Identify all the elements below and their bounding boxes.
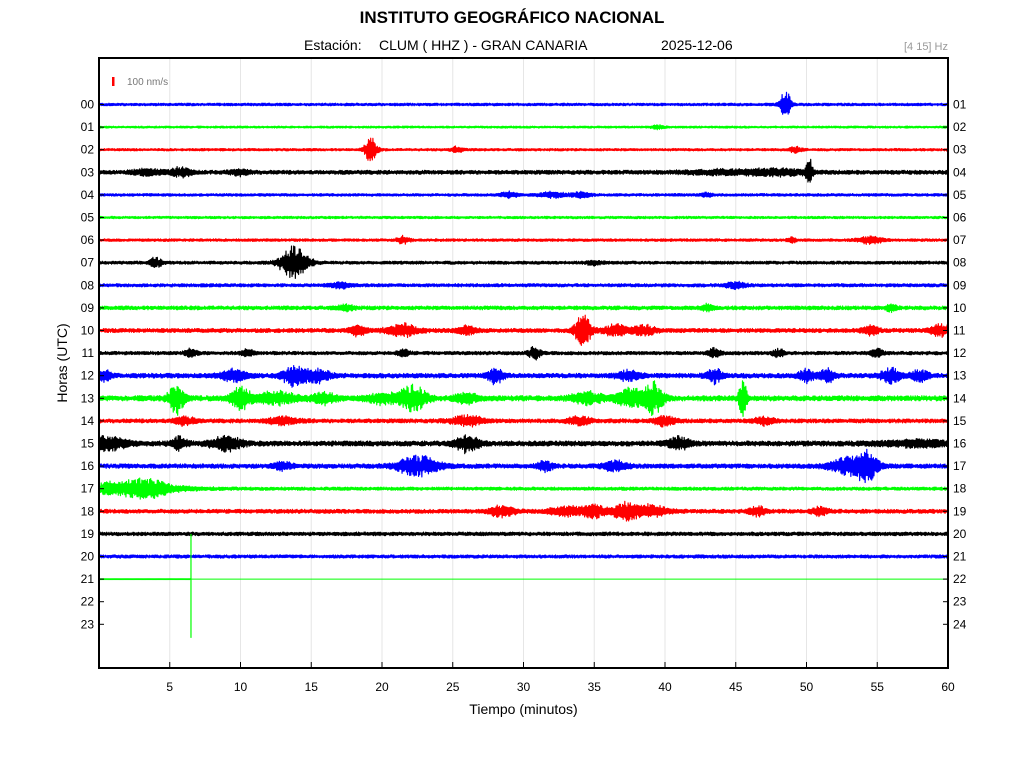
x-tick-label: 45 xyxy=(729,680,743,694)
hour-label-left: 04 xyxy=(81,188,95,202)
trace-hour-16 xyxy=(98,448,949,484)
chart-title: INSTITUTO GEOGRÁFICO NACIONAL xyxy=(359,8,665,27)
hour-label-left: 20 xyxy=(81,550,95,564)
hour-label-right: 05 xyxy=(953,188,967,202)
hour-label-left: 16 xyxy=(81,459,95,473)
hour-label-right: 23 xyxy=(953,595,967,609)
trace-hour-19 xyxy=(98,531,949,537)
hour-label-right: 20 xyxy=(953,527,967,541)
hour-label-right: 03 xyxy=(953,143,967,157)
hour-label-left: 14 xyxy=(81,414,95,428)
x-tick-label: 40 xyxy=(658,680,672,694)
frequency-band-label: [4 15] Hz xyxy=(903,41,948,53)
hour-label-left: 07 xyxy=(81,256,95,270)
trace-hour-02 xyxy=(98,137,949,162)
hour-label-left: 09 xyxy=(81,301,95,315)
hour-label-right: 10 xyxy=(953,301,967,315)
trace-hour-04 xyxy=(98,190,949,200)
hour-label-right: 06 xyxy=(953,211,967,225)
hour-label-left: 03 xyxy=(81,165,95,179)
grid-layer xyxy=(169,58,878,668)
trace-hour-21 xyxy=(98,578,192,581)
hour-label-left: 18 xyxy=(81,504,95,518)
trace-hour-09 xyxy=(98,302,949,314)
hour-label-right: 02 xyxy=(953,120,967,134)
hour-label-left: 01 xyxy=(81,120,95,134)
hour-label-right: 21 xyxy=(953,550,967,564)
trace-layer xyxy=(98,91,949,638)
x-tick-label: 60 xyxy=(941,680,955,694)
station-value: CLUM ( HHZ ) - GRAN CANARIA xyxy=(379,37,588,53)
hour-label-right: 16 xyxy=(953,437,967,451)
date-label: 2025-12-06 xyxy=(661,37,733,53)
x-tick-label: 15 xyxy=(305,680,319,694)
scale-label: 100 nm/s xyxy=(127,77,168,88)
trace-hour-14 xyxy=(98,414,949,428)
hour-label-left: 19 xyxy=(81,527,95,541)
x-tick-label: 30 xyxy=(517,680,531,694)
hour-label-right: 09 xyxy=(953,278,967,292)
hour-label-left: 23 xyxy=(81,617,95,631)
hour-label-right: 17 xyxy=(953,459,967,473)
trace-hour-18 xyxy=(98,500,949,522)
hour-label-left: 08 xyxy=(81,278,95,292)
hour-label-right: 08 xyxy=(953,256,967,270)
hour-label-left: 11 xyxy=(82,346,95,360)
trace-hour-11 xyxy=(98,346,949,361)
x-tick-label: 35 xyxy=(588,680,602,694)
trace-hour-05 xyxy=(98,215,949,220)
trace-hour-06 xyxy=(98,234,949,245)
scale-bar xyxy=(112,77,115,86)
trace-hour-07 xyxy=(98,245,949,279)
hour-label-right: 18 xyxy=(953,482,967,496)
hour-label-left: 17 xyxy=(81,482,95,496)
trace-hour-10 xyxy=(98,314,949,346)
trace-hour-20 xyxy=(98,554,949,559)
x-tick-label: 5 xyxy=(166,680,173,694)
x-tick-label: 55 xyxy=(871,680,885,694)
hour-label-right: 07 xyxy=(953,233,967,247)
hour-label-right: 15 xyxy=(953,414,967,428)
hour-label-right: 19 xyxy=(953,504,967,518)
hour-label-left: 06 xyxy=(81,233,95,247)
trace-hour-00 xyxy=(98,91,949,115)
x-tick-label: 20 xyxy=(375,680,389,694)
x-tick-label: 10 xyxy=(234,680,248,694)
hour-label-left: 21 xyxy=(81,572,95,586)
hour-label-right: 04 xyxy=(953,165,967,179)
x-axis-label: Tiempo (minutos) xyxy=(469,701,577,717)
trace-hour-03 xyxy=(98,158,949,183)
trace-hour-17 xyxy=(98,477,949,500)
hour-label-right: 13 xyxy=(953,369,967,383)
hour-label-right: 01 xyxy=(953,98,967,112)
chart-subtitle: Estación: CLUM ( HHZ ) - GRAN CANARIA 20… xyxy=(0,37,1024,55)
hour-label-left: 00 xyxy=(81,98,95,112)
hour-label-right: 24 xyxy=(953,617,967,631)
hour-label-left: 15 xyxy=(81,437,95,451)
hour-label-left: 02 xyxy=(81,143,95,157)
y-axis-label: Horas (UTC) xyxy=(54,323,70,402)
trace-hour-12 xyxy=(98,365,949,388)
hour-label-left: 10 xyxy=(81,324,95,338)
hour-label-left: 05 xyxy=(81,211,95,225)
hour-label-right: 14 xyxy=(953,391,967,405)
x-tick-label: 25 xyxy=(446,680,460,694)
station-label: Estación: xyxy=(304,37,362,53)
hour-label-left: 12 xyxy=(81,369,95,383)
hour-label-left: 22 xyxy=(81,595,95,609)
tick-layer: 5 10 15 20 25 30 35 40 45 50 55 60 00 01 02 03 04 05 06 07 0… xyxy=(81,98,967,695)
trace-hour-13 xyxy=(98,380,949,417)
trace-hour-08 xyxy=(98,280,949,291)
hour-label-right: 22 xyxy=(953,572,967,586)
trace-hour-01 xyxy=(98,124,949,131)
hour-label-left: 13 xyxy=(81,391,95,405)
trace-hour-15 xyxy=(98,434,949,455)
hour-label-right: 12 xyxy=(953,346,967,360)
x-tick-label: 50 xyxy=(800,680,814,694)
axes-frame xyxy=(98,57,949,669)
hour-label-right: 11 xyxy=(953,324,966,338)
